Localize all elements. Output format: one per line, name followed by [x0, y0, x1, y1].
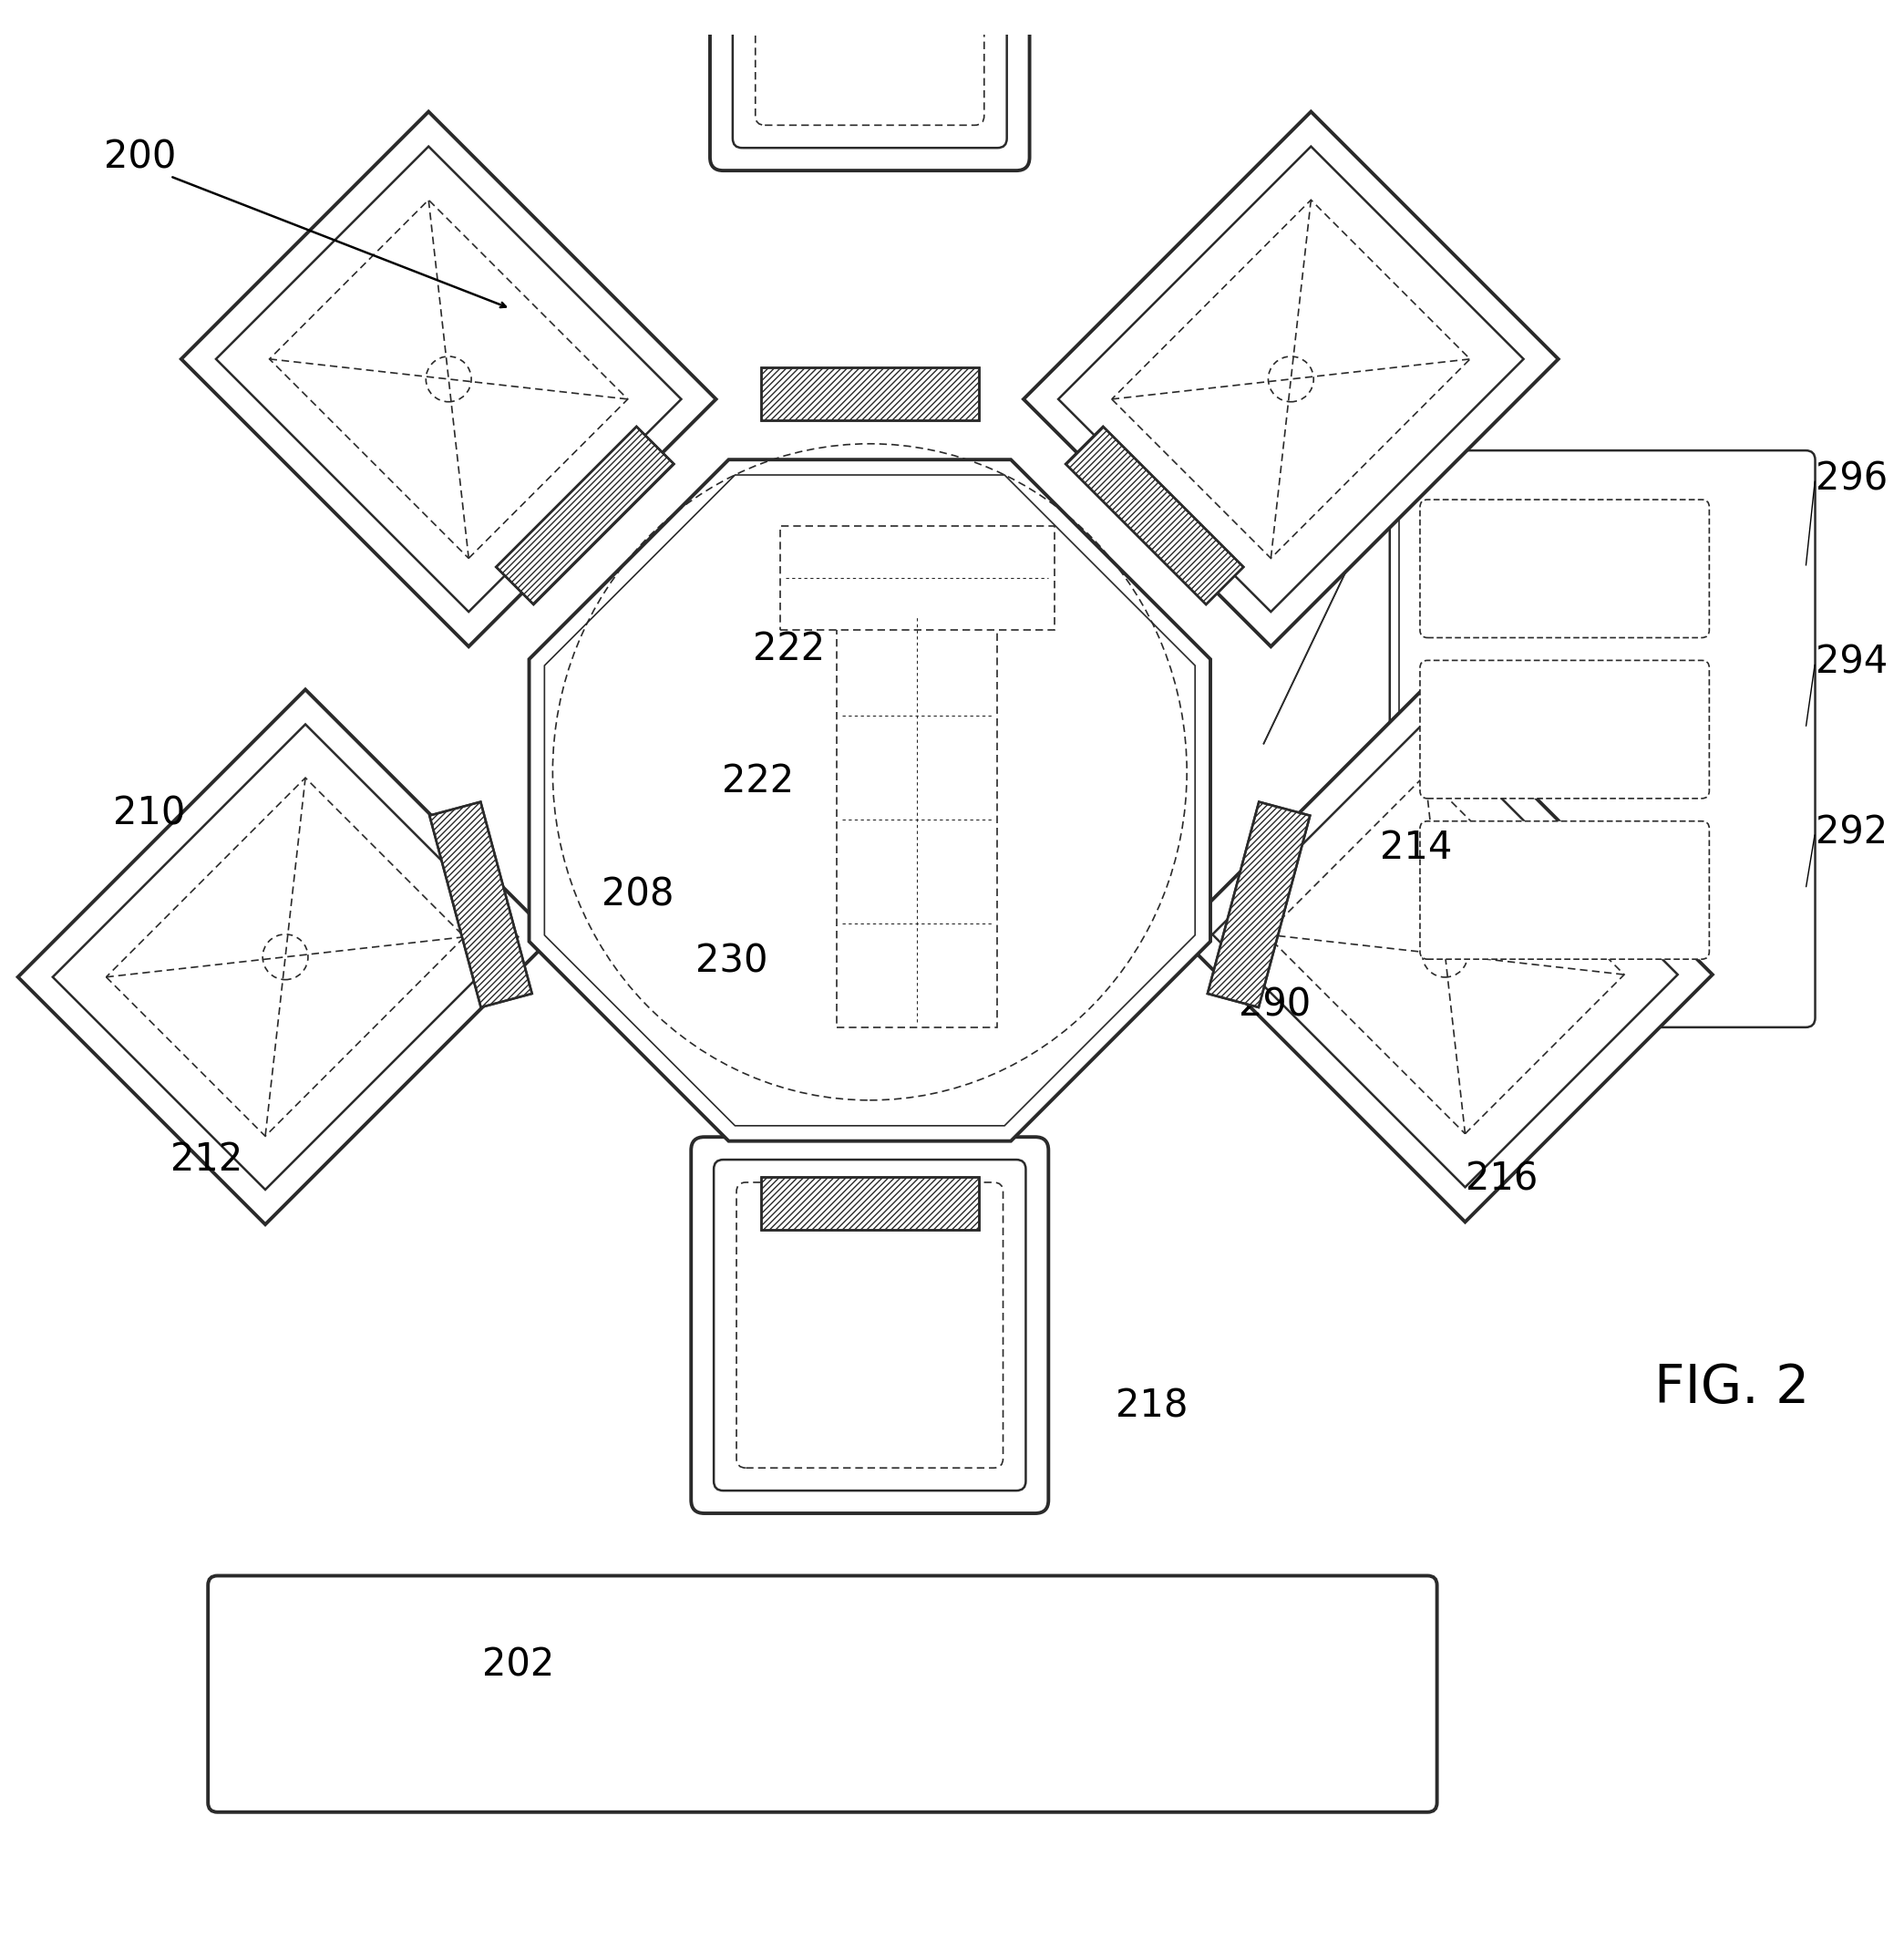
Polygon shape [836, 612, 998, 1027]
FancyBboxPatch shape [1390, 451, 1815, 1027]
Polygon shape [762, 1176, 979, 1229]
FancyBboxPatch shape [710, 0, 1030, 171]
Polygon shape [181, 112, 716, 647]
Text: 222: 222 [752, 629, 824, 668]
Polygon shape [1179, 688, 1712, 1221]
Text: 290: 290 [1238, 986, 1310, 1023]
Text: 210: 210 [114, 794, 187, 833]
Polygon shape [781, 525, 1055, 629]
Polygon shape [1207, 802, 1310, 1007]
Polygon shape [529, 461, 1211, 1141]
Text: 208: 208 [602, 876, 674, 913]
Text: 202: 202 [482, 1646, 554, 1684]
Polygon shape [17, 690, 552, 1225]
Text: 296: 296 [1815, 461, 1887, 498]
Text: 204: 204 [851, 621, 923, 659]
Text: 294: 294 [1815, 643, 1887, 682]
Text: FIG. 2: FIG. 2 [1655, 1362, 1809, 1413]
Polygon shape [430, 802, 531, 1007]
Text: 214: 214 [1380, 829, 1453, 866]
Text: 200: 200 [105, 139, 177, 176]
Text: 222: 222 [722, 762, 794, 802]
FancyBboxPatch shape [208, 1576, 1438, 1813]
Text: 216: 216 [1466, 1160, 1538, 1198]
FancyBboxPatch shape [1420, 661, 1710, 798]
FancyBboxPatch shape [1420, 821, 1710, 958]
Text: 218: 218 [1116, 1386, 1188, 1425]
Text: 230: 230 [695, 943, 769, 980]
FancyBboxPatch shape [691, 1137, 1049, 1513]
FancyBboxPatch shape [1420, 500, 1710, 637]
Polygon shape [1024, 112, 1557, 647]
Polygon shape [762, 367, 979, 419]
Polygon shape [497, 427, 674, 604]
Text: 292: 292 [1815, 813, 1887, 853]
Text: 212: 212 [169, 1141, 242, 1180]
Polygon shape [1066, 427, 1243, 604]
